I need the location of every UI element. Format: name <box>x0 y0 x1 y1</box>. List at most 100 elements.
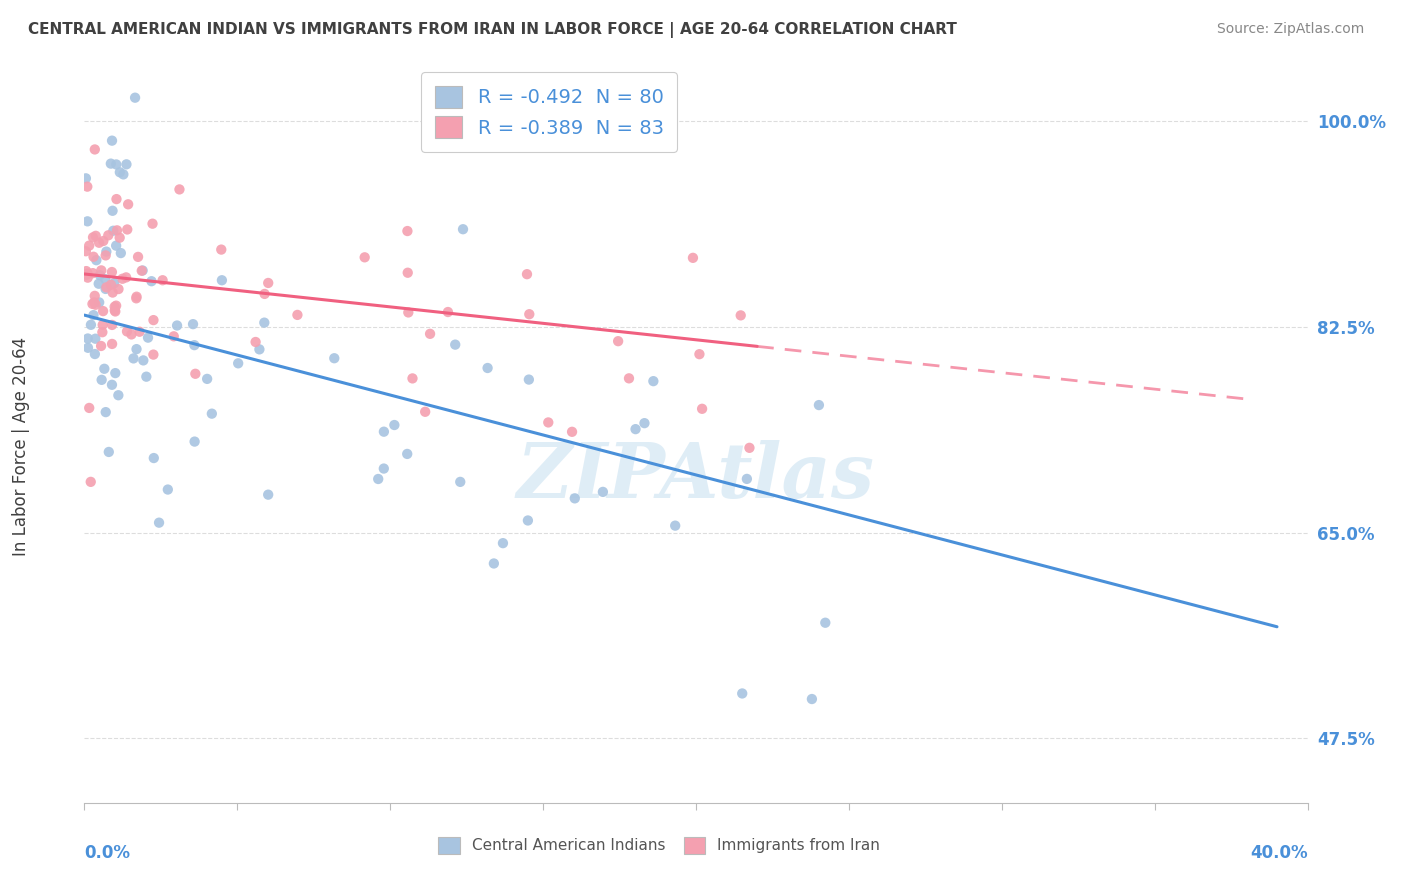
Point <box>396 305 419 319</box>
Point <box>75 244 97 259</box>
Point <box>141 274 163 288</box>
Point <box>104 303 127 318</box>
Point <box>211 273 233 287</box>
Point <box>451 222 474 236</box>
Point <box>561 425 583 439</box>
Point <box>100 156 122 170</box>
Point <box>75 268 97 282</box>
Text: Source: ZipAtlas.com: Source: ZipAtlas.com <box>1216 22 1364 37</box>
Point <box>117 222 139 236</box>
Point <box>94 248 117 262</box>
Point <box>101 377 124 392</box>
Point <box>107 282 129 296</box>
Point <box>110 246 132 260</box>
Point <box>104 304 127 318</box>
Point <box>373 425 395 439</box>
Point <box>76 267 98 281</box>
Point <box>105 157 128 171</box>
Point <box>108 230 131 244</box>
Point <box>141 217 163 231</box>
Point <box>142 451 165 466</box>
Point <box>111 272 134 286</box>
Point <box>105 192 128 206</box>
Point <box>124 91 146 105</box>
Point <box>83 295 105 310</box>
Point <box>94 282 117 296</box>
Point <box>82 230 104 244</box>
Point <box>477 361 499 376</box>
Point <box>104 366 127 380</box>
Point <box>444 337 467 351</box>
Point <box>115 325 138 339</box>
Point <box>112 168 135 182</box>
Point <box>86 253 108 268</box>
Point <box>516 267 538 281</box>
Text: 40.0%: 40.0% <box>1250 844 1308 862</box>
Point <box>77 401 100 415</box>
Point <box>201 407 224 421</box>
Point <box>633 416 655 430</box>
Point <box>166 318 188 333</box>
Point <box>117 197 139 211</box>
Point <box>83 250 105 264</box>
Point <box>93 361 115 376</box>
Point <box>82 297 104 311</box>
Point <box>382 417 405 432</box>
Point <box>323 351 346 366</box>
Point <box>96 280 118 294</box>
Point <box>807 398 830 412</box>
Point <box>169 182 191 196</box>
Point <box>449 475 471 489</box>
Point <box>800 692 823 706</box>
Point <box>245 334 267 349</box>
Point <box>419 326 441 341</box>
Point <box>82 266 104 280</box>
Point <box>738 441 761 455</box>
Point <box>156 483 179 497</box>
Point <box>564 491 586 506</box>
Point <box>90 263 112 277</box>
Point <box>75 171 97 186</box>
Point <box>413 405 436 419</box>
Point <box>396 266 419 280</box>
Point <box>115 270 138 285</box>
Point <box>100 277 122 292</box>
Point <box>688 347 710 361</box>
Point <box>135 369 157 384</box>
Point <box>253 287 276 301</box>
Point <box>120 327 142 342</box>
Point <box>101 318 124 332</box>
Text: 0.0%: 0.0% <box>84 844 131 862</box>
Point <box>731 686 754 700</box>
Point <box>643 374 665 388</box>
Point <box>105 223 128 237</box>
Point <box>682 251 704 265</box>
Point <box>131 264 153 278</box>
Point <box>84 228 107 243</box>
Point <box>257 276 280 290</box>
Point <box>76 331 98 345</box>
Point <box>80 475 103 489</box>
Point <box>253 316 276 330</box>
Point <box>226 356 249 370</box>
Point <box>94 405 117 419</box>
Point <box>83 289 105 303</box>
Point <box>183 434 205 449</box>
Text: ZIPAtlas: ZIPAtlas <box>517 440 875 514</box>
Point <box>90 339 112 353</box>
Point <box>396 224 419 238</box>
Point <box>617 371 640 385</box>
Point <box>101 285 124 300</box>
Point <box>77 238 100 252</box>
Point <box>89 268 111 283</box>
Point <box>142 348 165 362</box>
Point <box>87 235 110 250</box>
Point <box>132 353 155 368</box>
Point <box>367 472 389 486</box>
Point <box>83 143 105 157</box>
Point <box>77 341 100 355</box>
Point <box>104 300 127 314</box>
Point <box>373 461 395 475</box>
Point <box>76 214 98 228</box>
Point <box>125 291 148 305</box>
